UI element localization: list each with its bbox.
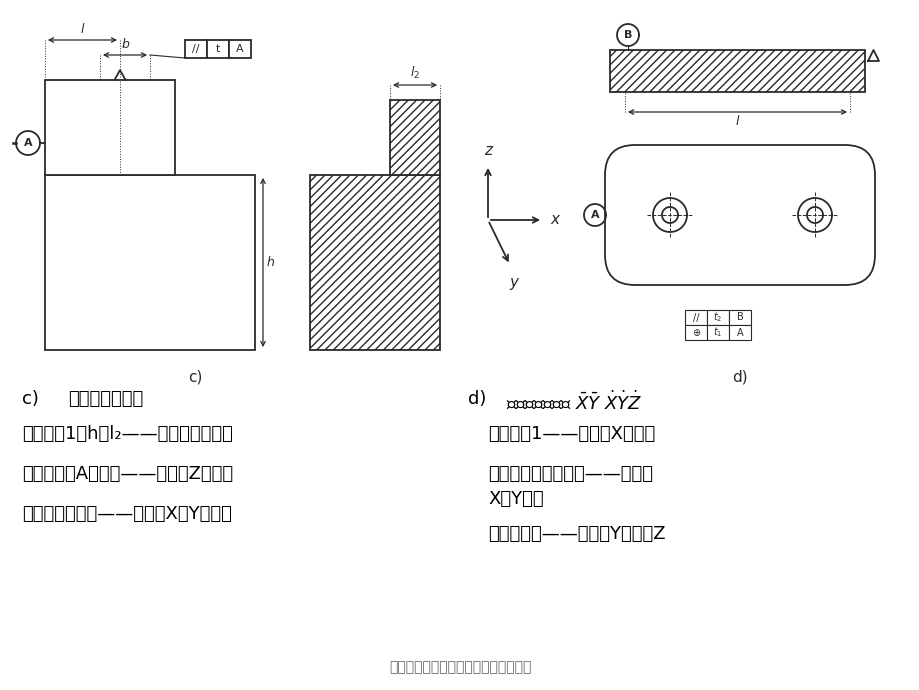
Text: 保证与基准A平行度——限制绕Z转动。: 保证与基准A平行度——限制绕Z转动。 <box>22 465 233 483</box>
Polygon shape <box>706 310 728 325</box>
Text: z: z <box>483 143 492 158</box>
Text: l: l <box>81 23 85 36</box>
Polygon shape <box>45 80 175 175</box>
Polygon shape <box>390 100 439 175</box>
Polygon shape <box>706 325 728 340</box>
Polygon shape <box>207 40 229 58</box>
Polygon shape <box>310 175 439 350</box>
Text: 保证对称度——限制沿Y移动和Z: 保证对称度——限制沿Y移动和Z <box>487 525 664 543</box>
Polygon shape <box>45 175 255 350</box>
Text: 保证尺寸1——限制沿X移动；: 保证尺寸1——限制沿X移动； <box>487 425 654 443</box>
Polygon shape <box>229 40 251 58</box>
Text: $t_1$: $t_1$ <box>712 326 722 339</box>
Text: B: B <box>736 313 743 322</box>
Text: c): c) <box>22 390 39 408</box>
Polygon shape <box>685 325 706 340</box>
Text: A: A <box>590 210 598 220</box>
Text: c): c) <box>187 370 202 385</box>
Polygon shape <box>185 40 207 58</box>
Text: d): d) <box>468 390 486 408</box>
Text: X，Y转动: X，Y转动 <box>487 490 543 508</box>
Polygon shape <box>685 310 706 325</box>
Text: x: x <box>550 213 559 228</box>
Text: //: // <box>192 44 199 54</box>
Text: d): d) <box>732 370 747 385</box>
Text: b: b <box>121 38 129 51</box>
Text: 限制六个自由度: 限制六个自由度 <box>68 390 143 408</box>
Text: 保证尺寸1，h，l₂——限制三个移动；: 保证尺寸1，h，l₂——限制三个移动； <box>22 425 233 443</box>
Text: A: A <box>736 328 743 337</box>
Text: A: A <box>24 138 32 148</box>
Text: 机械制造工艺部分课后答案课件转倒；: 机械制造工艺部分课后答案课件转倒； <box>389 660 530 674</box>
Text: 保证与底面平行——限制绕X，Y转动。: 保证与底面平行——限制绕X，Y转动。 <box>22 505 232 523</box>
FancyBboxPatch shape <box>605 145 874 285</box>
Text: l: l <box>735 115 739 128</box>
Text: $t_2$: $t_2$ <box>712 310 722 324</box>
Text: 限制五个自由度 $\bar{X}\bar{Y}$ $\dot{X}\dot{Y}\dot{Z}$: 限制五个自由度 $\bar{X}\bar{Y}$ $\dot{X}\dot{Y}… <box>505 390 641 413</box>
Text: y: y <box>509 275 518 290</box>
Text: $l_2$: $l_2$ <box>410 65 420 81</box>
Text: A: A <box>236 44 244 54</box>
Text: ⊕: ⊕ <box>691 328 699 337</box>
Polygon shape <box>609 50 864 92</box>
Polygon shape <box>728 310 750 325</box>
Polygon shape <box>728 325 750 340</box>
Text: h: h <box>267 256 275 269</box>
Text: //: // <box>692 313 698 322</box>
Text: B: B <box>623 30 631 40</box>
Text: t: t <box>216 44 220 54</box>
Text: 保证与左孔的平行度——限制绕: 保证与左孔的平行度——限制绕 <box>487 465 652 483</box>
